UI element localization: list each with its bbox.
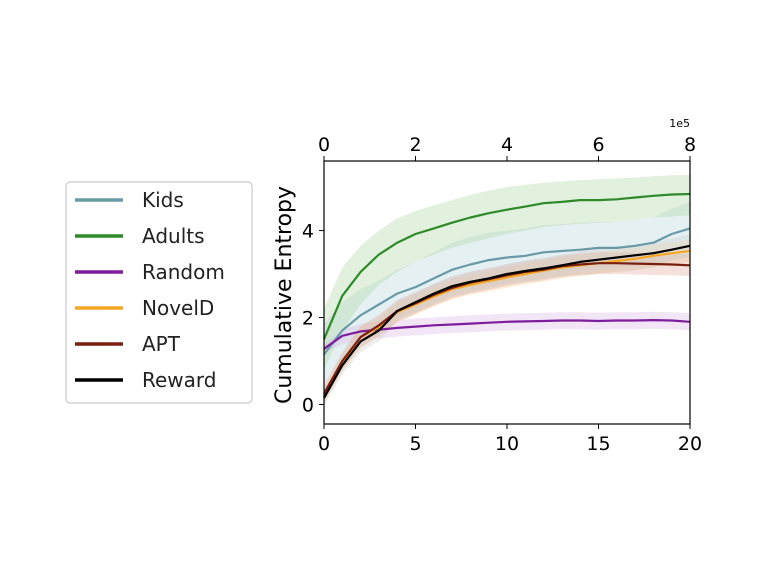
- series-line-apt: [323, 262, 691, 395]
- y-tick-label: 4: [302, 221, 314, 243]
- series-lines: [322, 192, 691, 399]
- top-x-tick-label: 0: [318, 134, 330, 156]
- x-tick-label: 20: [678, 433, 702, 455]
- top-x-tick-label: 2: [409, 134, 421, 156]
- axis-ticks: 0 5 10 15 20 0 2 4 6 8 0 2 4: [302, 134, 702, 455]
- legend: Kids Adults Random NovelD APT Reward: [65, 181, 253, 404]
- top-x-tick-label: 8: [684, 134, 696, 156]
- series-line-kids: [323, 227, 691, 356]
- series-line-reward: [323, 244, 691, 399]
- y-tick-label: 2: [302, 307, 314, 329]
- x-tick-label: 15: [586, 433, 610, 455]
- x-tick-label: 5: [409, 433, 421, 455]
- series-line-adults: [322, 192, 691, 340]
- x-tick-label: 0: [318, 433, 330, 455]
- top-x-tick-label: 6: [592, 134, 604, 156]
- legend-label-kids: Kids: [142, 188, 184, 212]
- series-line-noveld: [323, 249, 691, 397]
- legend-label-noveld: NovelD: [142, 296, 214, 320]
- y-tick-label: 0: [302, 394, 314, 416]
- top-x-tick-label: 4: [501, 134, 513, 156]
- y-axis-title: Cumulative Entropy: [272, 186, 297, 404]
- legend-label-reward: Reward: [142, 368, 216, 392]
- legend-label-random: Random: [142, 260, 225, 284]
- x-tick-label: 10: [495, 433, 519, 455]
- legend-label-adults: Adults: [142, 224, 205, 248]
- band-adults: [324, 174, 690, 370]
- band-reward: [324, 234, 690, 407]
- top-axis-exponent-label: 1e5: [669, 117, 690, 130]
- legend-label-apt: APT: [142, 332, 181, 356]
- band-apt: [324, 252, 690, 403]
- series-line-random: [323, 319, 691, 350]
